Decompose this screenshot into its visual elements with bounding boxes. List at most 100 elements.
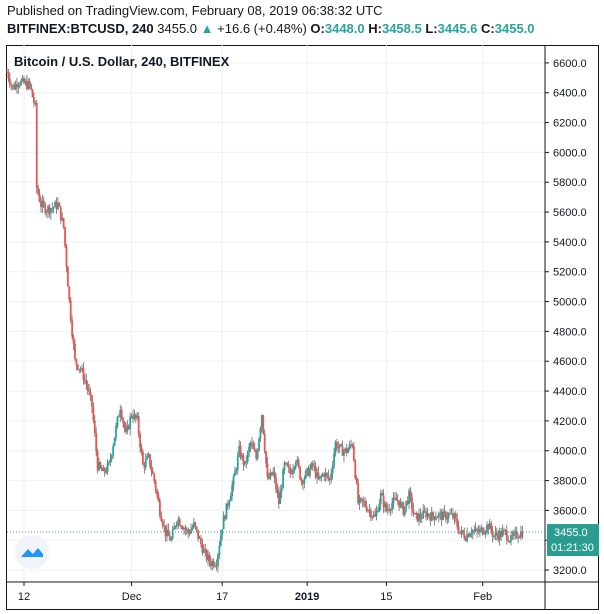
candle-body [229,496,232,502]
candle-body [362,501,365,503]
candle-body [207,554,209,560]
candle-body [503,529,505,531]
candle-body [474,528,477,531]
candle-body [464,538,467,541]
candle-body [242,455,245,465]
candle-body [246,451,249,462]
candle-body [88,390,91,392]
candle-body [375,510,378,517]
candle-body [133,414,136,419]
candle-body [282,469,284,489]
candle-body [360,497,362,499]
candle-body [490,523,493,531]
candle-body [314,466,317,478]
candle-body [137,416,140,434]
candle-body [47,206,49,213]
candle-body [202,549,205,553]
candle-body [86,384,89,391]
low-label: L: [425,21,438,36]
candle-body [256,450,259,459]
candle-body [263,433,266,452]
candle-body [449,513,452,515]
candle-body [218,545,221,555]
candle-body [78,368,81,370]
price-change: +16.6 (+0.48%) [217,21,307,36]
candle-body [452,513,454,519]
candle-body [334,442,337,454]
candle-body [167,529,170,536]
candle-body [79,368,82,370]
candle-body [18,84,21,86]
candle-body [236,455,239,470]
candle-body [302,481,304,484]
candle-body [428,513,430,517]
high-value: 3458.5 [381,21,422,36]
candle-body [232,475,235,486]
open-label: O: [310,21,325,36]
candle-body [23,77,25,84]
candle-body [116,416,119,426]
candle-body [514,531,517,533]
candle-body [408,490,410,504]
candle-body [93,420,96,434]
candle-body [466,534,469,541]
candle-body [320,476,323,478]
candle-body [170,538,173,541]
candle-body [456,518,459,527]
candle-body [418,513,420,522]
candle-body [61,217,64,221]
candle-body [289,467,292,474]
candle-body [252,444,255,449]
candle-body [144,459,147,468]
candle-body [306,468,309,472]
candle-body [378,503,381,512]
candle-body [221,529,224,536]
candle-body [327,474,330,479]
candle-body [59,206,62,221]
candle-body [266,463,269,478]
candle-body [352,446,355,461]
candle-body [394,497,396,499]
candle-body [225,503,228,520]
candle-body [386,509,389,511]
candle-body [139,433,141,448]
candle-body [280,488,283,492]
candle-body [38,193,41,202]
candle-body [156,490,158,495]
candle-body [470,533,473,535]
candle-body [364,501,367,507]
candle-body [33,96,35,103]
candle-body [180,525,183,528]
candle-body [76,364,79,370]
candle-body [245,460,248,462]
candle-body [89,391,92,396]
candle-body [16,83,18,88]
candle-body [406,500,409,504]
y-tick-label: 4000.0 [553,446,587,458]
candle-body [403,506,406,515]
y-tick-label: 6600.0 [553,58,587,70]
candle-body [66,267,69,287]
candle-body [411,496,413,510]
candle-body [109,459,112,463]
x-tick-label: Feb [473,591,492,603]
candle-body [341,445,344,456]
candle-body [143,464,146,468]
candle-body [204,549,207,551]
symbol-label: BITFINEX:BTCUSD, 240 [7,21,154,36]
candle-body [62,217,65,228]
y-tick-label: 5600.0 [553,207,587,219]
candle-body [205,550,208,560]
candle-body [197,530,200,539]
tradingview-logo-icon[interactable] [15,535,49,569]
candle-body [243,460,246,465]
candle-body [328,478,331,480]
candle-body [487,524,490,530]
candle-body [31,89,34,97]
x-tick-label: 12 [18,591,30,603]
candle-body [279,491,282,505]
candle-body [262,415,265,434]
candle-body [357,483,360,504]
candle-body [368,510,371,512]
